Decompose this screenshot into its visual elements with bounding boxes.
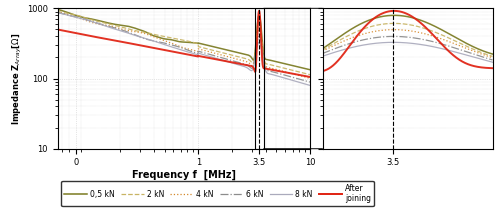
Bar bbox=[254, 8, 264, 149]
X-axis label: Frequency f  [MHz]: Frequency f [MHz] bbox=[132, 170, 236, 181]
Y-axis label: Impedance Z$_{Array}$[$\Omega$]: Impedance Z$_{Array}$[$\Omega$] bbox=[11, 32, 24, 125]
Legend: 0,5 kN, 2 kN, 4 kN, 6 kN, 8 kN, After
joining: 0,5 kN, 2 kN, 4 kN, 6 kN, 8 kN, After jo… bbox=[61, 181, 374, 206]
